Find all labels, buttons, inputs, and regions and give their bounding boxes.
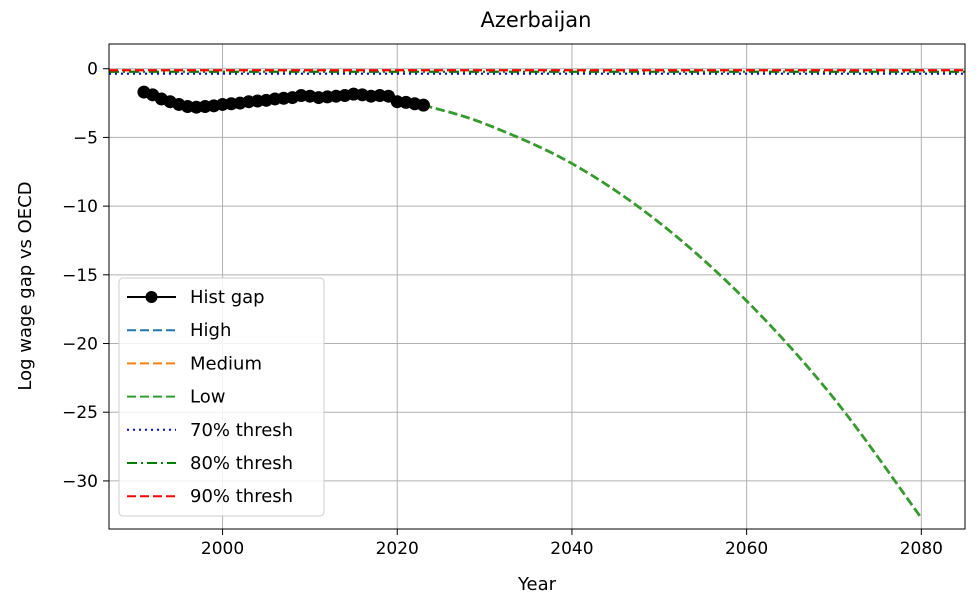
series-line-1: [423, 103, 923, 519]
x-axis-label: Year: [517, 574, 557, 595]
y-tick-label: −15: [62, 266, 98, 286]
series-line-3: [423, 103, 923, 519]
y-tick-label: −25: [62, 403, 98, 423]
y-axis-label: Log wage gap vs OECD: [15, 181, 36, 390]
y-tick-label: 0: [87, 60, 98, 80]
legend-label: Low: [190, 387, 225, 408]
legend-label: Medium: [190, 353, 262, 374]
legend-label: 70% thresh: [190, 420, 293, 441]
legend-label: High: [190, 320, 231, 341]
x-tick-label: 2040: [550, 539, 593, 559]
x-tick-label: 2080: [900, 539, 943, 559]
legend-label: 80% thresh: [190, 453, 293, 474]
legend-marker: [145, 291, 158, 303]
y-tick-label: −20: [62, 335, 98, 355]
hist-gap-point: [416, 98, 430, 112]
y-tick-label: −10: [62, 197, 98, 217]
plot-frame: [108, 43, 966, 530]
legend-label: 90% thresh: [190, 486, 293, 507]
chart-title: Azerbaijan: [481, 8, 592, 32]
series-line-2: [423, 103, 923, 519]
legend: Hist gap High Medium Low 70% thresh 80% thres…: [118, 277, 325, 517]
x-tick-label: 2060: [725, 539, 768, 559]
legend-label: Hist gap: [190, 287, 265, 308]
axis-ticks: 2000 2020 2040 2060 2080 0 −5 −10 −15 −20 −25 −30: [62, 60, 943, 559]
legend-box: [118, 277, 325, 517]
y-tick-label: −30: [62, 472, 98, 492]
plot-series: [109, 69, 965, 519]
y-tick-label: −5: [73, 128, 98, 148]
x-tick-label: 2020: [376, 539, 419, 559]
x-tick-label: 2000: [201, 539, 244, 559]
